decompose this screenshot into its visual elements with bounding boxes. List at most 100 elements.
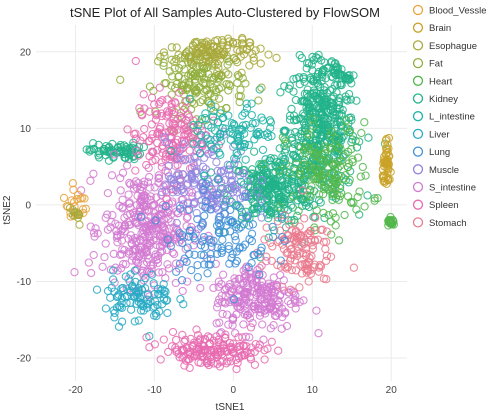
point-stomach <box>321 256 331 266</box>
point-l_intestine <box>252 130 261 139</box>
point-s_intestine <box>139 271 148 280</box>
point-fat <box>211 102 220 111</box>
point-s_intestine <box>256 308 265 317</box>
point-s_intestine <box>175 233 185 242</box>
point-s_intestine <box>157 211 166 220</box>
point-heart <box>386 212 395 222</box>
point-liver <box>176 294 185 304</box>
point-l_intestine <box>193 126 202 136</box>
point-kidney <box>127 147 137 157</box>
point-s_intestine <box>262 257 271 266</box>
point-spleen <box>168 127 177 136</box>
point-s_intestine <box>116 173 125 183</box>
point-spleen <box>139 90 148 99</box>
point-stomach <box>295 222 304 231</box>
point-spleen <box>214 335 223 344</box>
point-lung <box>214 226 224 235</box>
point-kidney <box>333 80 342 89</box>
point-kidney <box>334 96 343 105</box>
point-l_intestine <box>213 175 222 184</box>
point-lung <box>212 221 222 230</box>
point-spleen <box>142 160 151 170</box>
point-stomach <box>322 251 332 260</box>
point-lung <box>244 263 253 272</box>
point-kidney <box>315 108 325 118</box>
point-kidney <box>308 66 317 75</box>
point-liver <box>109 266 118 275</box>
point-brain <box>384 144 393 153</box>
point-heart <box>327 127 337 136</box>
point-l_intestine <box>251 118 260 128</box>
point-blood_vessle <box>80 194 89 203</box>
point-kidney <box>363 191 372 200</box>
point-liver <box>147 270 157 279</box>
point-stomach <box>308 244 318 254</box>
point-kidney <box>139 142 149 152</box>
point-muscle <box>239 168 248 178</box>
point-s_intestine <box>158 268 167 277</box>
point-spleen <box>254 343 263 352</box>
point-heart <box>314 190 324 199</box>
point-kidney <box>280 82 289 91</box>
point-s_intestine <box>157 220 166 229</box>
point-spleen <box>180 337 189 346</box>
point-spleen <box>203 355 212 364</box>
point-kidney <box>288 133 297 142</box>
point-fat <box>224 70 233 79</box>
point-fat <box>195 72 204 81</box>
point-kidney <box>326 99 335 108</box>
point-s_intestine <box>151 250 160 259</box>
point-liver <box>110 287 119 296</box>
point-heart <box>345 175 354 184</box>
point-kidney <box>302 103 311 112</box>
point-fat <box>192 85 201 94</box>
point-brain <box>383 148 392 157</box>
y-tick-label: -10 <box>17 277 32 288</box>
point-heart <box>290 218 299 227</box>
point-muscle <box>175 146 184 155</box>
point-kidney <box>308 52 317 62</box>
point-l_intestine <box>255 130 265 139</box>
point-spleen <box>186 132 195 142</box>
point-heart <box>328 190 337 199</box>
point-fat <box>214 94 224 103</box>
point-lung <box>257 243 266 252</box>
legend-label-kidney: Kidney <box>429 94 458 105</box>
point-stomach <box>316 262 326 271</box>
point-s_intestine <box>103 188 113 198</box>
point-s_intestine <box>107 171 117 180</box>
point-s_intestine <box>139 251 148 260</box>
point-stomach <box>322 227 332 236</box>
point-fat <box>190 70 199 79</box>
point-s_intestine <box>132 146 141 155</box>
point-lung <box>206 260 215 269</box>
point-esophague <box>256 59 265 68</box>
point-kidney <box>249 147 259 156</box>
point-s_intestine <box>196 283 205 293</box>
point-lung <box>268 232 278 242</box>
legend-label-spleen: Spleen <box>429 200 459 211</box>
point-liver <box>110 313 119 322</box>
point-heart <box>345 127 354 137</box>
point-s_intestine <box>212 303 222 312</box>
point-s_intestine <box>125 198 134 207</box>
point-heart <box>301 142 310 151</box>
point-s_intestine <box>288 287 297 296</box>
point-muscle <box>162 138 172 147</box>
point-kidney <box>263 184 272 193</box>
point-spleen <box>131 56 140 66</box>
point-heart <box>294 206 303 216</box>
point-liver <box>162 296 171 305</box>
point-l_intestine <box>212 133 222 142</box>
point-l_intestine <box>247 99 256 108</box>
point-l_intestine <box>206 140 215 149</box>
point-l_intestine <box>236 177 246 186</box>
point-stomach <box>287 226 296 235</box>
point-lung <box>206 254 216 264</box>
point-s_intestine <box>151 252 160 262</box>
point-kidney <box>337 65 346 74</box>
point-fat <box>222 103 231 113</box>
y-tick-label: -20 <box>17 354 32 365</box>
point-l_intestine <box>212 144 221 153</box>
point-s_intestine <box>230 274 239 283</box>
